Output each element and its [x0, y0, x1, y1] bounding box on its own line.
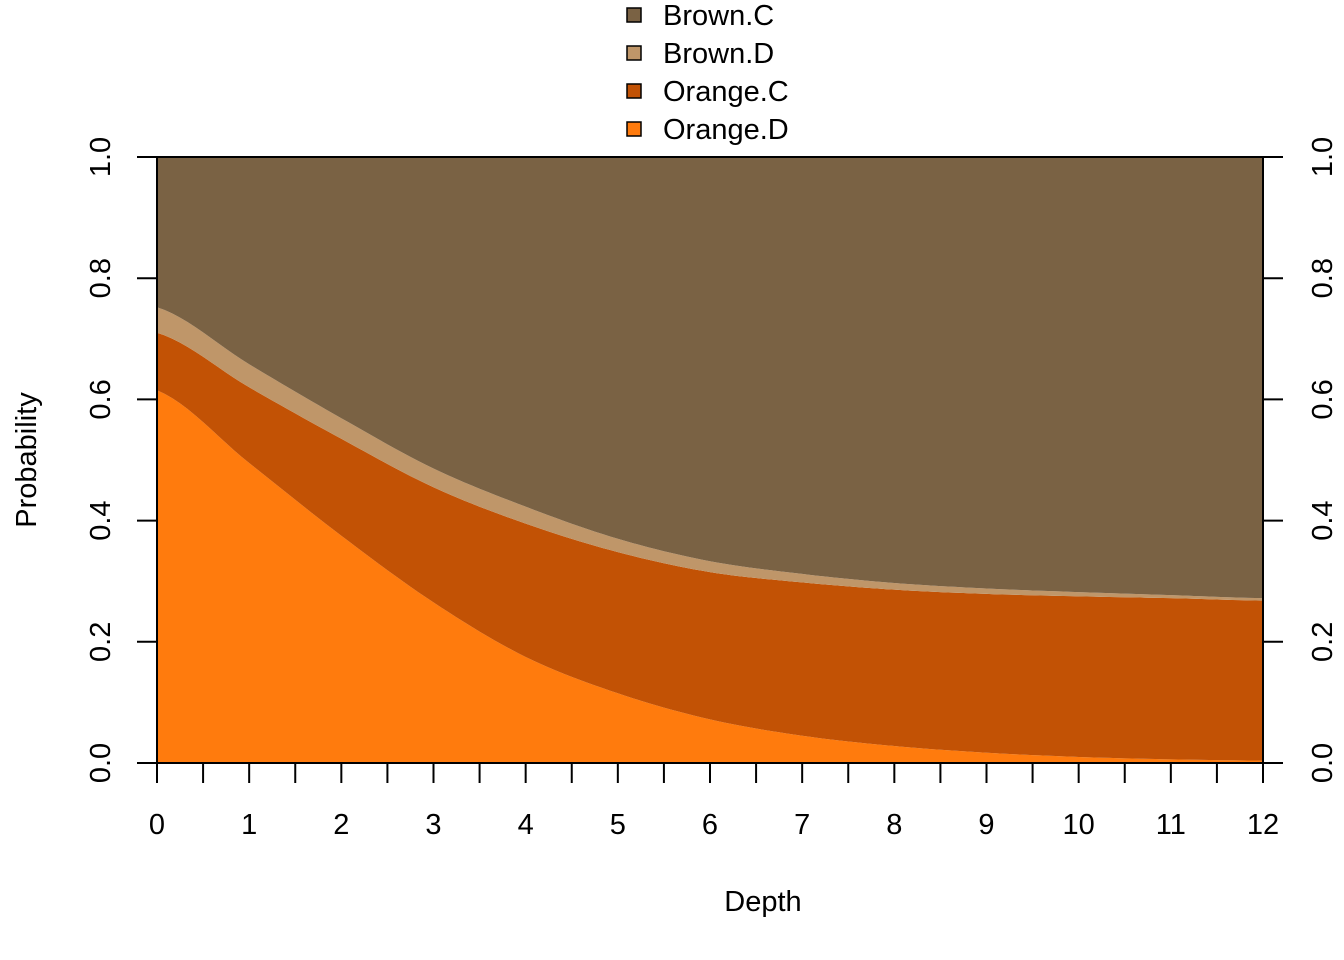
- y-tick-label-left: 1.0: [85, 137, 117, 177]
- legend-swatch: [626, 45, 642, 61]
- y-tick-label-right: 0.2: [1307, 622, 1339, 662]
- x-tick-label: 3: [425, 809, 441, 841]
- x-tick-label: 5: [610, 809, 626, 841]
- x-tick-label: 0: [149, 809, 165, 841]
- y-axis-left: 0.0 0.2 0.4 0.6 0.8 1.0: [85, 137, 158, 783]
- x-tick-label: 1: [241, 809, 257, 841]
- y-tick-label-right: 0.4: [1307, 500, 1339, 540]
- y-axis-right: 0.0 0.2 0.4 0.6 0.8 1.0: [1262, 137, 1339, 783]
- y-tick-label-left: 0.2: [85, 622, 117, 662]
- y-tick-label-left: 0.8: [85, 258, 117, 298]
- y-tick-label-right: 0.8: [1307, 258, 1339, 298]
- area-orange-c: [157, 332, 1263, 761]
- x-axis-title: Depth: [724, 886, 801, 918]
- y-tick-label-right: 1.0: [1307, 137, 1339, 177]
- x-tick-label: 6: [702, 809, 718, 841]
- legend-label: Orange.D: [663, 114, 789, 146]
- area-brown-c: [157, 157, 1263, 599]
- legend-swatch: [626, 7, 642, 23]
- legend-label: Brown.D: [663, 38, 774, 70]
- y-tick-label-right: 0.0: [1307, 743, 1339, 783]
- y-tick-label-left: 0.4: [85, 500, 117, 540]
- legend: Brown.C Brown.D Orange.C Orange.D: [626, 0, 789, 146]
- x-tick-label: 4: [518, 809, 534, 841]
- y-axis-title: Probability: [11, 392, 43, 528]
- area-layers: [157, 157, 1263, 763]
- area-brown-d: [157, 307, 1263, 601]
- x-tick-label: 2: [333, 809, 349, 841]
- x-tick-label: 8: [886, 809, 902, 841]
- legend-swatch: [626, 121, 642, 137]
- legend-label: Brown.C: [663, 0, 774, 32]
- y-tick-label-right: 0.6: [1307, 379, 1339, 419]
- legend-swatch: [626, 83, 642, 99]
- x-tick-label: 10: [1063, 809, 1095, 841]
- y-tick-label-left: 0.6: [85, 379, 117, 419]
- legend-label: Orange.C: [663, 76, 789, 108]
- x-tick-label: 12: [1247, 809, 1279, 841]
- x-tick-label: 9: [978, 809, 994, 841]
- x-axis: 0 1 2 3 4 5 6 7 8 9 10 11 12: [149, 762, 1279, 841]
- x-tick-label: 7: [794, 809, 810, 841]
- area-orange-d: [157, 390, 1263, 763]
- y-tick-label-left: 0.0: [85, 743, 117, 783]
- x-tick-label: 11: [1156, 809, 1186, 841]
